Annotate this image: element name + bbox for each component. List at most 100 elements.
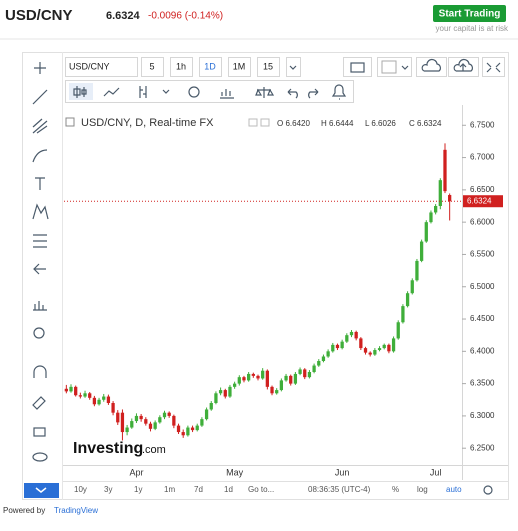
candle-body <box>321 356 326 362</box>
symbol-input-text[interactable]: USD/CNY <box>69 61 110 71</box>
study-icon[interactable] <box>220 89 234 99</box>
candle-body <box>448 195 452 202</box>
symbol-input[interactable] <box>65 57 138 77</box>
range-button[interactable]: 1m <box>164 485 175 494</box>
scale-icon[interactable] <box>255 87 275 98</box>
interval-label[interactable]: 1h <box>176 61 186 71</box>
load-button[interactable] <box>416 57 447 77</box>
compare-icon[interactable] <box>103 87 120 97</box>
candle-body <box>74 386 78 396</box>
lock-tool[interactable] <box>33 427 46 437</box>
candle-body <box>317 361 321 366</box>
brush-tool[interactable] <box>32 149 48 163</box>
settings-icon[interactable] <box>188 86 200 98</box>
watermark-brand: Investing <box>73 440 143 457</box>
candle-body <box>275 390 279 394</box>
back-tool[interactable] <box>33 263 46 275</box>
legend-icon[interactable] <box>260 118 270 127</box>
button-label[interactable]: Start Trading <box>439 9 501 20</box>
magnet-tool[interactable] <box>33 365 47 378</box>
range-button[interactable]: 3y <box>104 485 112 494</box>
legend-value: C 6.6324 <box>409 119 442 128</box>
candle-body <box>195 425 199 431</box>
legend-value: H 6.6444 <box>321 119 354 128</box>
eye-tool[interactable] <box>32 452 48 462</box>
candle-body <box>359 338 363 349</box>
candle-body <box>120 412 125 433</box>
candle-body <box>116 412 120 423</box>
fib-tool[interactable] <box>33 234 47 248</box>
scale-option[interactable]: auto <box>446 485 462 494</box>
fullscreen-button[interactable] <box>482 57 505 77</box>
candle-body <box>125 427 129 433</box>
last-price-label: 6.6324 <box>467 196 492 205</box>
pitchfork-tool[interactable] <box>32 118 48 134</box>
candle-body <box>424 222 428 242</box>
candle-body <box>223 390 227 397</box>
start-trading-button[interactable] <box>433 5 506 22</box>
interval-button[interactable] <box>199 57 222 77</box>
measure-tool[interactable] <box>33 301 47 311</box>
bottom-bar: 10y 3y 1y 1m 7d 1d Go to...% log auto <box>74 485 462 494</box>
interval-dropdown[interactable] <box>286 57 301 77</box>
y-tick-label: 6.5500 <box>470 250 495 259</box>
scale-option[interactable]: % <box>392 485 399 494</box>
range-button[interactable]: 7d <box>194 485 203 494</box>
lock-drawing-tool[interactable] <box>32 396 46 410</box>
interval-button[interactable] <box>170 57 193 77</box>
candle-body <box>88 393 92 398</box>
zoom-tool[interactable] <box>33 327 45 339</box>
range-button[interactable]: 1y <box>134 485 142 494</box>
scale-option[interactable]: log <box>417 485 428 494</box>
cloud-icon <box>421 58 441 72</box>
y-tick-label: 6.6000 <box>470 217 495 226</box>
candle-body <box>396 322 400 339</box>
candle-body <box>326 351 330 357</box>
interval-label[interactable]: 5 <box>149 61 154 71</box>
interval-group: 5 1h 1D 1M 15 <box>141 57 301 77</box>
range-button[interactable]: Go to... <box>248 485 274 494</box>
price: 6.6324 <box>106 10 141 22</box>
collapse-legend[interactable] <box>65 117 75 127</box>
undo-icon[interactable] <box>287 88 298 99</box>
dropdown-arrow <box>289 65 297 70</box>
interval-label[interactable]: 1M <box>233 61 246 71</box>
interval-button[interactable] <box>257 57 280 77</box>
interval-button[interactable] <box>141 57 164 77</box>
candle-body <box>429 212 433 223</box>
x-tick-label: May <box>226 467 244 477</box>
candle-body <box>265 370 269 387</box>
candle-body <box>242 377 246 381</box>
legend-title: USD/CNY, D, Real-time FX <box>81 117 214 129</box>
text-tool[interactable] <box>35 177 45 190</box>
indicators-icon[interactable] <box>139 86 170 98</box>
interval-label[interactable]: 1D <box>204 61 216 71</box>
settings-icon[interactable] <box>483 485 493 495</box>
alert-icon[interactable] <box>331 84 347 100</box>
snapshot-button[interactable] <box>343 57 372 77</box>
legend-icon[interactable] <box>248 118 258 127</box>
candle-body <box>405 293 410 307</box>
range-button[interactable]: 10y <box>74 485 87 494</box>
candle-body <box>415 260 419 281</box>
candle-body <box>251 373 255 376</box>
crosshair-tool[interactable] <box>34 62 46 74</box>
footer-link[interactable]: TradingView <box>54 506 98 515</box>
collapse-button[interactable] <box>24 483 59 498</box>
y-tick-label: 6.4500 <box>470 314 495 323</box>
interval-label[interactable]: 15 <box>263 61 273 71</box>
candle-body <box>345 335 349 342</box>
trendline-tool[interactable] <box>32 89 48 105</box>
candle-body <box>139 415 143 420</box>
candle-body <box>153 422 157 429</box>
cloud-up-icon <box>453 58 473 72</box>
pattern-tool[interactable] <box>32 203 49 220</box>
redo-icon[interactable] <box>308 88 319 99</box>
candles-button[interactable] <box>69 83 93 100</box>
interval-button[interactable] <box>228 57 251 77</box>
candle-body <box>270 386 274 394</box>
candle-body <box>69 386 73 392</box>
range-button[interactable]: 1d <box>224 485 233 494</box>
candle-body <box>331 344 335 352</box>
candle-body <box>190 427 195 431</box>
